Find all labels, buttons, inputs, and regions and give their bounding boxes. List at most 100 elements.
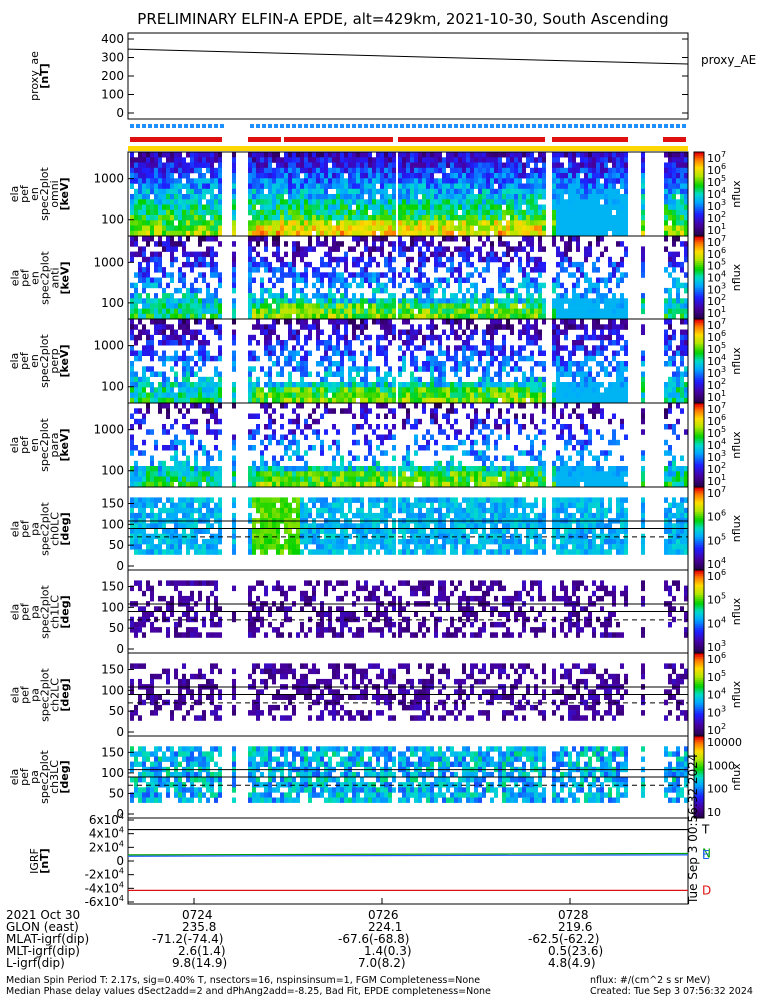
heatmap-cell (478, 256, 482, 263)
heatmap-cell (446, 199, 450, 205)
colorbar-cell (694, 244, 704, 247)
colorbar-cell (694, 294, 704, 297)
heatmap-cell (616, 382, 620, 388)
heatmap-cell (486, 225, 490, 231)
heatmap-cell (482, 308, 486, 315)
heatmap-cell (434, 204, 438, 210)
heatmap-cell (376, 282, 380, 289)
heatmap-cell (166, 246, 170, 252)
heatmap-cell (308, 382, 312, 388)
heatmap-cell (454, 199, 458, 205)
heatmap-cell (356, 308, 360, 315)
heatmap-cell (316, 209, 320, 216)
heatmap-cell (356, 382, 360, 388)
heatmap-cell (296, 230, 300, 237)
heatmap-cell (332, 350, 336, 356)
heatmap-cell (604, 282, 608, 289)
heatmap-cell (538, 287, 542, 294)
heatmap-cell (166, 167, 170, 174)
heatmap-cell (438, 308, 442, 315)
heatmap-cell (292, 204, 296, 210)
heatmap-cell (580, 152, 584, 158)
heatmap-cell (368, 277, 372, 283)
heatmap-cell (684, 241, 688, 247)
heatmap-cell (150, 466, 154, 472)
heatmap-cell (252, 152, 256, 158)
heatmap-cell (580, 340, 584, 346)
heatmap-cell (288, 167, 292, 174)
heatmap-cell (530, 392, 534, 398)
heatmap-cell (376, 157, 380, 163)
heatmap-cell (406, 392, 410, 398)
heatmap-cell (218, 162, 222, 168)
heatmap-cell (588, 366, 592, 372)
heatmap-cell (142, 366, 146, 372)
heatmap-cell (684, 162, 688, 168)
heatmap-cell (372, 293, 376, 299)
heatmap-cell (490, 376, 494, 383)
heatmap-cell (312, 194, 316, 200)
heatmap-cell (190, 287, 194, 294)
heatmap-cell (336, 173, 340, 179)
heatmap-cell (624, 397, 628, 404)
heatmap-cell (292, 293, 296, 299)
heatmap-cell (288, 319, 292, 325)
heatmap-cell (356, 173, 360, 179)
heatmap-cell (522, 188, 526, 195)
heatmap-cell (300, 167, 304, 174)
heatmap-cell (154, 481, 158, 488)
heatmap-cell (486, 162, 490, 168)
heatmap-cell (482, 152, 486, 158)
heatmap-cell (364, 152, 368, 158)
heatmap-cell (130, 387, 134, 393)
heatmap-cell (462, 340, 466, 346)
heatmap-cell (596, 298, 600, 304)
heatmap-cell (328, 277, 332, 283)
heatmap-cell (194, 476, 198, 482)
heatmap-cell (170, 194, 174, 200)
heatmap-cell (336, 167, 340, 174)
heatmap-cell (328, 167, 332, 174)
heatmap-cell (392, 267, 396, 273)
heatmap-cell (474, 167, 478, 174)
heatmap-cell (186, 173, 190, 179)
heatmap-cell (568, 298, 572, 304)
heatmap-cell (494, 324, 498, 330)
heatmap-cell (568, 157, 572, 163)
heatmap-cell (418, 298, 422, 304)
heatmap-cell (522, 236, 526, 242)
heatmap-cell (190, 282, 194, 289)
heatmap-cell (284, 298, 288, 304)
heatmap-cell (600, 194, 604, 200)
heatmap-cell (406, 194, 410, 200)
heatmap-cell (142, 282, 146, 289)
heatmap-cell (328, 345, 332, 351)
heatmap-cell (410, 188, 414, 195)
heatmap-cell (486, 303, 490, 309)
heatmap-cell (672, 308, 676, 315)
heatmap-cell (486, 188, 490, 195)
heatmap-cell (380, 324, 384, 330)
heatmap-cell (620, 220, 624, 226)
heatmap-cell (542, 162, 546, 168)
heatmap-cell (264, 267, 268, 273)
heatmap-cell (130, 152, 134, 158)
heatmap-cell (514, 178, 518, 184)
heatmap-cell (474, 329, 478, 335)
heatmap-cell (514, 230, 518, 237)
heatmap-cell (458, 282, 462, 289)
heatmap-cell (600, 251, 604, 258)
heatmap-cell (616, 313, 620, 320)
heatmap-cell (410, 329, 414, 335)
heatmap-cell (684, 371, 688, 377)
colorbar-cell (694, 227, 704, 231)
heatmap-cell (486, 287, 490, 294)
heatmap-cell (458, 277, 462, 283)
heatmap-cell (340, 355, 344, 362)
heatmap-cell (360, 173, 364, 179)
heatmap-cell (534, 397, 538, 404)
heatmap-cell (368, 350, 372, 356)
heatmap-cell (320, 188, 324, 195)
heatmap-cell (482, 183, 486, 189)
heatmap-cell (641, 183, 645, 189)
